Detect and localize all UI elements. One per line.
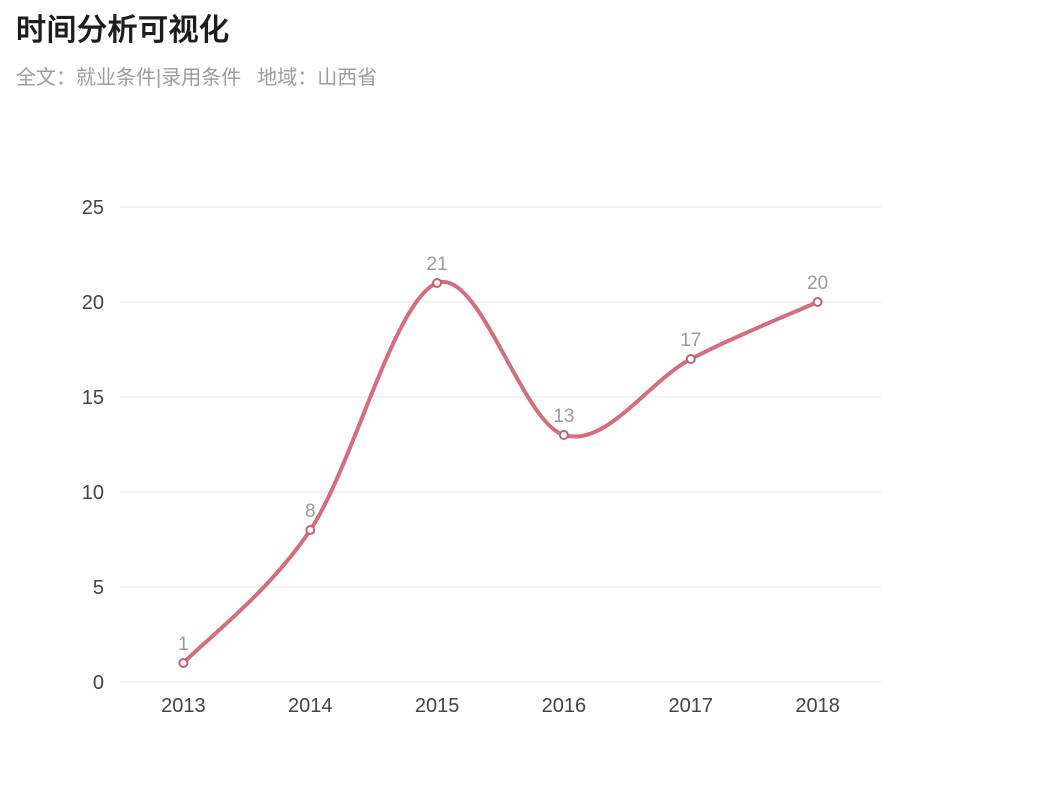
- data-point-marker-2013[interactable]: [178, 658, 189, 668]
- x-axis-tick-label: 2013: [161, 695, 206, 717]
- data-point-label-2014: 8: [305, 501, 316, 522]
- series-line: [181, 279, 820, 665]
- data-point-label-2015: 21: [427, 254, 448, 275]
- region-filter-value: 山西省: [317, 67, 378, 89]
- y-axis-tick-label: 25: [82, 197, 104, 219]
- x-axis-tick-label: 2016: [542, 695, 587, 717]
- chart-header: 时间分析可视化 全文：就业条件|录用条件 地域：山西省: [16, 12, 377, 91]
- x-axis-tick-label: 2017: [669, 695, 714, 717]
- region-filter-label: 地域：: [257, 67, 318, 89]
- fulltext-filter-value: 就业条件|录用条件: [76, 67, 242, 89]
- data-point-label-2017: 17: [680, 330, 701, 351]
- data-point-label-2018: 20: [807, 273, 828, 294]
- page-subtitle: 全文：就业条件|录用条件 地域：山西省: [16, 65, 377, 91]
- fulltext-filter-label: 全文：: [16, 67, 76, 89]
- data-point-marker-2015[interactable]: [432, 278, 443, 288]
- x-axis-tick-labels: 2013 2014 2015 2016 2017 2018: [161, 695, 840, 717]
- y-axis-tick-label: 20: [82, 292, 104, 314]
- data-points-group: 1 8 21 13 17 20: [178, 254, 828, 668]
- data-point-marker-2014[interactable]: [305, 525, 316, 535]
- y-axis-tick-label: 5: [93, 577, 104, 599]
- y-axis-tick-label: 0: [93, 672, 104, 694]
- data-point-label-2013: 1: [178, 634, 189, 655]
- y-axis-tick-labels: 0 5 10 15 20 25: [82, 197, 104, 694]
- x-axis-tick-label: 2015: [415, 695, 460, 717]
- data-point-marker-2016[interactable]: [558, 430, 569, 440]
- y-axis-tick-label: 15: [82, 387, 104, 409]
- page-title: 时间分析可视化: [16, 14, 230, 47]
- y-axis-tick-label: 10: [82, 482, 104, 504]
- data-point-label-2016: 13: [553, 406, 574, 427]
- x-axis-tick-label: 2018: [795, 695, 840, 717]
- data-point-marker-2017[interactable]: [685, 354, 696, 364]
- x-axis-tick-label: 2014: [288, 695, 333, 717]
- data-point-marker-2018[interactable]: [812, 297, 823, 307]
- gridlines-group: [120, 206, 881, 683]
